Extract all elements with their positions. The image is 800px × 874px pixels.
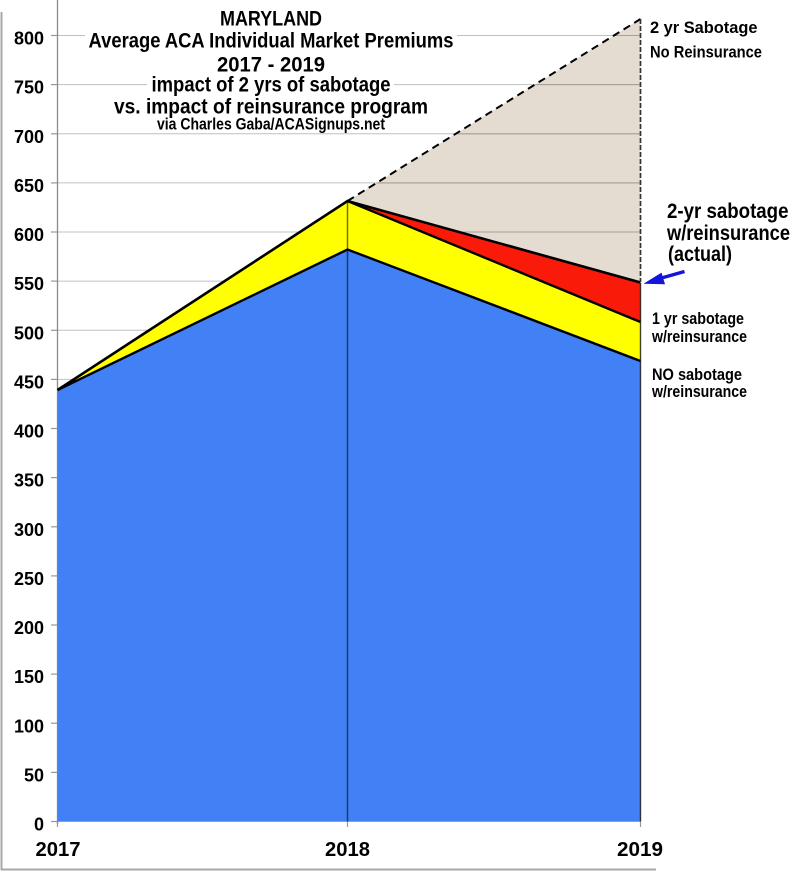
svg-text:200: 200 [14, 618, 44, 638]
svg-text:vs. impact of reinsurance prog: vs. impact of reinsurance program [114, 96, 428, 119]
svg-text:2017 - 2019: 2017 - 2019 [217, 54, 325, 77]
svg-text:w/reinsurance: w/reinsurance [651, 382, 747, 401]
svg-text:500: 500 [14, 324, 44, 344]
svg-text:350: 350 [14, 471, 44, 491]
svg-text:Average ACA Individual Market: Average ACA Individual Market Premiums [89, 30, 454, 53]
svg-text:100: 100 [14, 717, 44, 737]
svg-text:600: 600 [14, 225, 44, 245]
svg-text:550: 550 [14, 274, 44, 294]
svg-text:150: 150 [14, 667, 44, 687]
svg-text:0: 0 [34, 815, 44, 835]
svg-text:700: 700 [14, 127, 44, 147]
svg-text:(actual): (actual) [668, 243, 732, 266]
svg-text:NO sabotage: NO sabotage [652, 365, 742, 384]
svg-text:via Charles Gaba/ACASignups.ne: via Charles Gaba/ACASignups.net [157, 116, 385, 134]
svg-text:300: 300 [14, 520, 44, 540]
svg-text:No Reinsurance: No Reinsurance [650, 43, 762, 62]
svg-text:2 yr Sabotage: 2 yr Sabotage [650, 18, 758, 37]
svg-text:2018: 2018 [325, 839, 370, 861]
svg-text:800: 800 [14, 29, 44, 49]
svg-text:MARYLAND: MARYLAND [220, 8, 322, 31]
svg-text:250: 250 [14, 569, 44, 589]
svg-text:2-yr sabotage: 2-yr sabotage [667, 200, 789, 223]
svg-text:450: 450 [14, 373, 44, 393]
svg-text:400: 400 [14, 422, 44, 442]
svg-text:650: 650 [14, 176, 44, 196]
svg-text:w/reinsurance: w/reinsurance [651, 327, 747, 346]
svg-text:w/reinsurance: w/reinsurance [666, 222, 790, 245]
svg-text:50: 50 [24, 766, 44, 786]
svg-text:impact of 2 yrs of sabotage: impact of 2 yrs of sabotage [152, 74, 391, 97]
svg-text:2017: 2017 [36, 839, 81, 861]
svg-text:2019: 2019 [617, 839, 663, 861]
svg-text:1 yr sabotage: 1 yr sabotage [652, 309, 744, 328]
svg-text:750: 750 [14, 78, 44, 98]
